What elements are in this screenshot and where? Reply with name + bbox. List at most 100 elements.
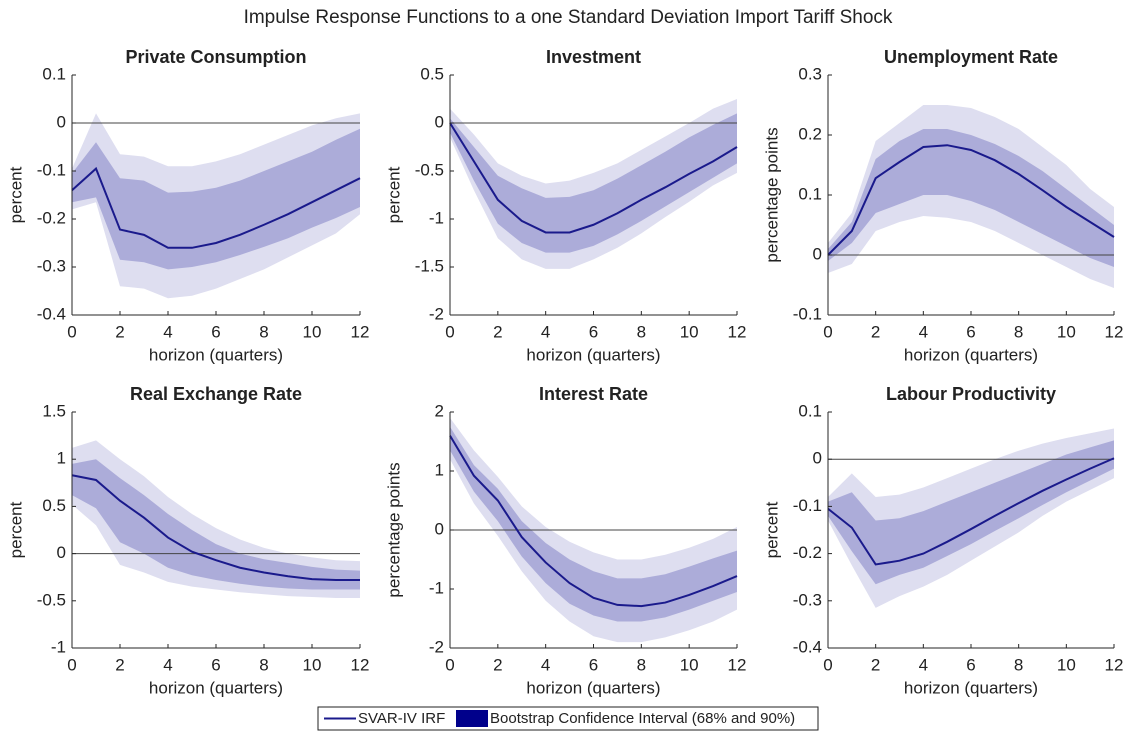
y-tick-label: -0.1 bbox=[793, 496, 822, 515]
y-tick-label: -1 bbox=[429, 208, 444, 227]
y-axis-label: percent bbox=[6, 166, 25, 223]
x-tick-label: 0 bbox=[67, 322, 76, 341]
x-tick-label: 10 bbox=[1057, 655, 1076, 674]
subplot-title: Interest Rate bbox=[539, 384, 648, 404]
x-tick-label: 8 bbox=[259, 322, 268, 341]
x-tick-label: 12 bbox=[351, 322, 370, 341]
x-tick-label: 6 bbox=[966, 655, 975, 674]
y-tick-label: 0.1 bbox=[798, 184, 822, 203]
x-tick-label: 6 bbox=[966, 322, 975, 341]
legend-swatch bbox=[456, 710, 488, 727]
x-tick-label: 0 bbox=[445, 655, 454, 674]
x-tick-label: 4 bbox=[919, 322, 928, 341]
x-tick-label: 8 bbox=[1014, 322, 1023, 341]
y-tick-label: 1 bbox=[57, 449, 66, 468]
x-tick-label: 6 bbox=[589, 322, 598, 341]
x-tick-label: 2 bbox=[115, 322, 124, 341]
subplot-title: Investment bbox=[546, 47, 641, 67]
y-tick-label: 0.5 bbox=[42, 496, 66, 515]
y-tick-label: -0.3 bbox=[37, 256, 66, 275]
irf-line bbox=[71, 166, 361, 249]
x-tick-label: 2 bbox=[493, 322, 502, 341]
y-tick-label: 0 bbox=[435, 519, 444, 538]
y-tick-label: -1 bbox=[429, 578, 444, 597]
subplot-title: Unemployment Rate bbox=[884, 47, 1058, 67]
y-tick-label: 0 bbox=[435, 112, 444, 131]
figure-title: Impulse Response Functions to a one Stan… bbox=[244, 7, 893, 28]
x-axis-label: horizon (quarters) bbox=[526, 345, 660, 364]
y-tick-label: -0.1 bbox=[37, 160, 66, 179]
legend-label: SVAR-IV IRF bbox=[358, 710, 445, 727]
x-tick-label: 10 bbox=[680, 322, 699, 341]
confidence-band bbox=[72, 440, 360, 598]
y-tick-label: -0.4 bbox=[37, 304, 66, 323]
confidence-band bbox=[450, 426, 737, 622]
y-axis-label: percent bbox=[6, 501, 25, 558]
x-tick-label: 12 bbox=[728, 655, 747, 674]
x-tick-label: 12 bbox=[1105, 322, 1124, 341]
x-tick-label: 8 bbox=[637, 655, 646, 674]
x-tick-label: 12 bbox=[728, 322, 747, 341]
y-axis-label: percent bbox=[762, 501, 781, 558]
legend-label: Bootstrap Confidence Interval (68% and 9… bbox=[490, 710, 795, 727]
y-tick-label: 1 bbox=[435, 460, 444, 479]
y-tick-label: -0.2 bbox=[793, 543, 822, 562]
x-axis-label: horizon (quarters) bbox=[904, 345, 1038, 364]
x-tick-label: 10 bbox=[680, 655, 699, 674]
y-axis-label: percent bbox=[384, 166, 403, 223]
x-tick-label: 2 bbox=[115, 655, 124, 674]
confidence-band bbox=[72, 459, 360, 590]
y-tick-label: 0.5 bbox=[420, 64, 444, 83]
x-tick-label: 8 bbox=[637, 322, 646, 341]
irf-line bbox=[827, 457, 1115, 566]
x-tick-label: 0 bbox=[823, 655, 832, 674]
x-tick-label: 6 bbox=[589, 655, 598, 674]
x-tick-label: 2 bbox=[493, 655, 502, 674]
irf-line bbox=[71, 474, 360, 582]
confidence-band bbox=[450, 113, 737, 253]
y-tick-label: 1.5 bbox=[42, 401, 66, 420]
x-axis-label: horizon (quarters) bbox=[904, 678, 1038, 697]
irf-line bbox=[827, 144, 1115, 256]
irf-line bbox=[449, 435, 738, 608]
y-tick-label: -2 bbox=[429, 637, 444, 656]
x-tick-label: 8 bbox=[1014, 655, 1023, 674]
x-tick-label: 2 bbox=[871, 322, 880, 341]
y-tick-label: -1.5 bbox=[415, 256, 444, 275]
x-tick-label: 10 bbox=[1057, 322, 1076, 341]
x-tick-label: 6 bbox=[211, 655, 220, 674]
y-tick-label: -0.3 bbox=[793, 590, 822, 609]
y-tick-label: -0.5 bbox=[415, 160, 444, 179]
x-axis-label: horizon (quarters) bbox=[149, 345, 283, 364]
x-tick-label: 4 bbox=[541, 322, 550, 341]
y-tick-label: 0 bbox=[57, 112, 66, 131]
x-tick-label: 4 bbox=[919, 655, 928, 674]
x-tick-label: 10 bbox=[303, 655, 322, 674]
x-tick-label: 12 bbox=[1105, 655, 1124, 674]
y-axis-label: percentage points bbox=[384, 462, 403, 597]
x-tick-label: 0 bbox=[823, 322, 832, 341]
y-tick-label: 0.1 bbox=[42, 64, 66, 83]
x-tick-label: 8 bbox=[259, 655, 268, 674]
irf-line bbox=[449, 122, 738, 234]
y-tick-label: 2 bbox=[435, 401, 444, 420]
x-tick-label: 0 bbox=[445, 322, 454, 341]
x-tick-label: 10 bbox=[303, 322, 322, 341]
subplot-title: Labour Productivity bbox=[886, 384, 1056, 404]
y-tick-label: -0.1 bbox=[793, 304, 822, 323]
confidence-band bbox=[828, 440, 1114, 585]
x-axis-label: horizon (quarters) bbox=[149, 678, 283, 697]
x-tick-label: 4 bbox=[163, 655, 172, 674]
x-tick-label: 4 bbox=[541, 655, 550, 674]
x-tick-label: 6 bbox=[211, 322, 220, 341]
x-tick-label: 2 bbox=[871, 655, 880, 674]
subplot-title: Real Exchange Rate bbox=[130, 384, 302, 404]
x-tick-label: 0 bbox=[67, 655, 76, 674]
y-tick-label: 0 bbox=[813, 244, 822, 263]
y-tick-label: -0.4 bbox=[793, 637, 822, 656]
y-tick-label: 0.3 bbox=[798, 64, 822, 83]
y-tick-label: -0.5 bbox=[37, 590, 66, 609]
x-tick-label: 12 bbox=[351, 655, 370, 674]
y-tick-label: 0 bbox=[813, 449, 822, 468]
